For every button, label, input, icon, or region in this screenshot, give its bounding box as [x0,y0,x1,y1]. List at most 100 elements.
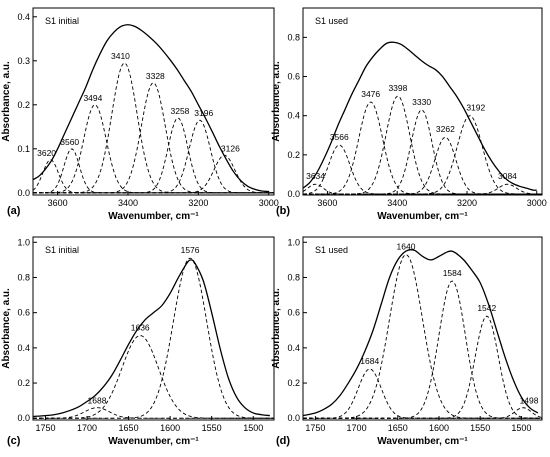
band-label: 1684 [360,356,379,366]
band-label: 1636 [131,323,150,333]
y-axis-label: Absorbance, a.u. [1,288,12,369]
y-tick-label: 0.2 [17,378,30,388]
y-tick-label: 0.2 [287,378,300,388]
band-label: 3330 [412,97,431,107]
plot-area [303,249,542,419]
band-curve [33,335,274,419]
panel-4: 1750 1700 1650 1600 1550 1500 0.0 0.2 0.4 0.6 0.8 1… [271,236,543,447]
band-label: 3560 [60,137,79,147]
band-label: 1498 [520,396,539,406]
y-tick-label: 0.0 [17,188,30,198]
y-tick-label: 0.6 [287,72,300,82]
plot-frame [302,236,543,421]
band-curve [303,144,542,195]
x-tick-label: 3200 [188,198,208,208]
y-tick-label: 1.0 [17,237,30,247]
y-axis-label: Absorbance, a.u. [271,288,282,369]
panel-label: (d) [276,435,290,447]
band-label: 3634 [306,171,325,181]
plot-area [303,41,542,195]
band-curve [303,183,542,195]
band-curve [33,119,274,194]
x-tick-label: 1500 [243,423,263,433]
x-tick-label: 3000 [259,198,279,208]
x-tick-label: 1700 [347,423,367,433]
band-label: 3620 [37,148,56,158]
x-axis-label: Wavenumber, cm⁻¹ [377,211,468,222]
plot-area [33,257,274,419]
band-label: 3126 [221,143,240,153]
band-curve [303,115,542,195]
y-tick-label: 0.4 [17,343,30,353]
band-curve [303,254,542,419]
x-tick-label: 1600 [160,423,180,433]
y-tick-label: 0.2 [17,100,30,110]
envelope-curve [303,41,537,191]
band-curve [33,62,274,194]
band-label: 1584 [443,268,462,278]
y-tick-label: 0.1 [17,144,30,154]
x-tick-label: 3400 [387,198,407,208]
band-curve [33,117,274,194]
y-tick-label: 0.8 [287,32,300,42]
y-tick-label: 0.4 [17,12,30,22]
band-curve [303,368,542,419]
plot-frame [32,236,275,421]
envelope-curve [33,24,269,193]
x-tick-label: 3000 [527,198,547,208]
sample-annotation: S1 initial [45,245,79,255]
x-tick-label: 1650 [119,423,139,433]
band-curve [33,257,274,419]
x-tick-label: 1700 [77,423,97,433]
y-tick-label: 0.8 [287,272,300,282]
panel-2: 3600 3400 3200 3000 0.0 0.2 0.4 0.6 0.8 Wavenumbe… [271,7,547,222]
y-tick-label: 0.0 [287,413,300,423]
x-tick-label: 1750 [35,423,55,433]
y-tick-label: 0.4 [287,111,300,121]
y-tick-label: 0.6 [287,308,300,318]
band-label: 3258 [170,106,189,116]
plot-frame [32,7,275,196]
band-curve [33,407,274,419]
x-tick-label: 1750 [305,423,325,433]
x-tick-label: 1550 [202,423,222,433]
y-tick-label: 0.0 [17,413,30,423]
y-axis-label: Absorbance, a.u. [1,61,12,142]
x-tick-label: 3600 [48,198,68,208]
x-tick-label: 3600 [317,198,337,208]
band-label: 1688 [88,396,107,406]
x-axis-label: Wavenumber, cm⁻¹ [108,436,199,447]
band-label: 3262 [436,124,455,134]
band-label: 3192 [466,103,485,113]
band-label: 3196 [194,108,213,118]
band-label: 1576 [181,245,200,255]
panel-label: (c) [7,435,21,447]
y-tick-label: 0.2 [287,150,300,160]
band-label: 1542 [477,303,496,313]
sample-annotation: S1 used [315,16,348,26]
y-tick-label: 0.4 [287,343,300,353]
y-tick-label: 0.8 [17,272,30,282]
envelope-curve [33,259,270,418]
y-tick-label: 0.3 [17,56,30,66]
x-tick-label: 1650 [388,423,408,433]
band-label: 3410 [111,51,130,61]
plot-area [33,24,274,194]
panel-3: 1750 1700 1650 1600 1550 1500 0.0 0.2 0.4 0.6 0.8 1… [1,236,275,447]
sample-annotation: S1 initial [45,16,79,26]
band-curve [303,183,542,195]
x-tick-label: 1600 [429,423,449,433]
panel-1: 3600 3400 3200 3000 0.0 0.1 0.2 0.3 0.4 Wavenumbe… [1,7,279,222]
band-label: 3476 [361,89,380,99]
plot-frame [302,7,543,196]
band-label: 3494 [83,93,102,103]
envelope-curve [303,249,539,417]
band-curve [303,315,542,419]
y-tick-label: 0.0 [287,189,300,199]
x-axis-label: Wavenumber, cm⁻¹ [108,211,199,222]
band-label: 3328 [146,71,165,81]
band-label: 3566 [330,132,349,142]
x-tick-label: 3400 [118,198,138,208]
x-tick-label: 1550 [470,423,490,433]
